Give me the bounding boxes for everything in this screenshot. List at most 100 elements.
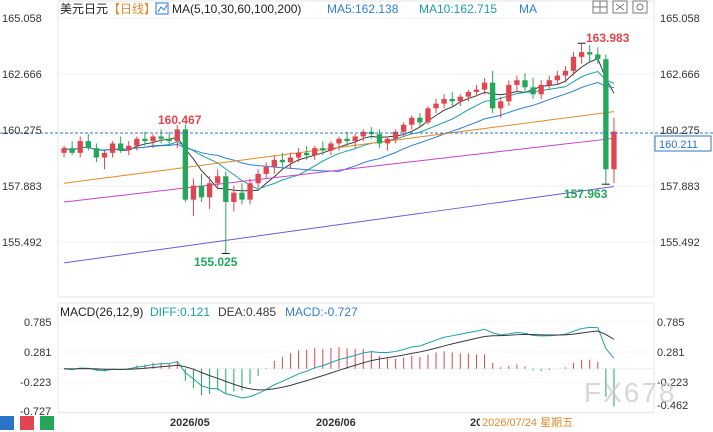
candle-body bbox=[134, 138, 140, 146]
candle-body bbox=[61, 148, 67, 153]
macd-panel[interactable] bbox=[57, 302, 655, 414]
candle-body bbox=[271, 159, 277, 167]
candle-body bbox=[295, 152, 302, 158]
ma200-line bbox=[63, 185, 615, 264]
low-annotation: 155.025 bbox=[194, 255, 238, 269]
candlesticks bbox=[61, 42, 617, 255]
recent-low-annotation: 157.963 bbox=[564, 187, 608, 201]
candle-body bbox=[449, 98, 455, 102]
price-axis-right: 165.058 162.666 160.275 157.883 155.492 bbox=[660, 13, 700, 249]
macd-tick-left: 0.785 bbox=[24, 317, 52, 329]
logo-icon bbox=[0, 416, 54, 430]
price-tick-right: 162.666 bbox=[660, 69, 700, 81]
candle-body bbox=[538, 84, 544, 95]
price-tick-right: 165.058 bbox=[660, 13, 700, 25]
candle-body bbox=[384, 138, 391, 144]
candle-body bbox=[190, 185, 197, 200]
candle-body bbox=[279, 159, 286, 163]
candle-body bbox=[481, 82, 488, 90]
candle-body bbox=[530, 87, 536, 95]
price-tick-right: 157.883 bbox=[660, 181, 700, 193]
ma5-value: MA5:162.138 bbox=[327, 2, 399, 16]
candle-body bbox=[562, 70, 569, 76]
candle-body bbox=[85, 141, 91, 149]
candle-body bbox=[77, 141, 83, 153]
candle-body bbox=[247, 183, 253, 200]
candle-body bbox=[409, 117, 415, 125]
ma10-line bbox=[63, 71, 615, 190]
candle-body bbox=[595, 54, 601, 60]
price-tick-left: 165.058 bbox=[2, 13, 42, 25]
candle-body bbox=[570, 56, 577, 71]
candle-body bbox=[126, 145, 132, 151]
candle-body bbox=[554, 75, 561, 81]
candle-body bbox=[287, 157, 294, 163]
date-label: 2026/06 bbox=[316, 417, 356, 429]
settings-icon[interactable] bbox=[632, 0, 648, 14]
candle-body bbox=[312, 148, 318, 156]
date-label: 2026/05 bbox=[170, 417, 210, 429]
price-tick-left: 157.883 bbox=[2, 181, 42, 193]
candle-body bbox=[206, 183, 213, 198]
macd-tick-left: -0.727 bbox=[20, 406, 51, 418]
candle-body bbox=[198, 185, 205, 198]
candle-body bbox=[457, 96, 463, 102]
date-label: 20 bbox=[470, 417, 482, 429]
ma-settings-label[interactable]: MA(5,10,30,60,100,200) bbox=[172, 2, 301, 16]
macd-tick-right: 0.785 bbox=[657, 317, 685, 329]
candle-body bbox=[611, 131, 617, 170]
macd-header: MACD(26,12,9) DIFF:0.121 DEA:0.485 MACD:… bbox=[60, 305, 358, 319]
candle-body bbox=[401, 124, 407, 132]
candle-body bbox=[150, 136, 156, 142]
price-tick-left: 160.275 bbox=[2, 125, 42, 137]
macd-axis-right: 0.785 0.281 -0.223 -0.462 bbox=[657, 317, 688, 412]
candle-body bbox=[473, 89, 480, 92]
grid-lines bbox=[58, 17, 654, 243]
candle-body bbox=[93, 148, 100, 158]
price-annotations: 163.983 160.467 155.025 157.963 bbox=[158, 31, 630, 269]
high-annotation: 163.983 bbox=[586, 31, 630, 45]
price-panel[interactable] bbox=[57, 0, 655, 298]
candle-body bbox=[489, 82, 496, 109]
candle-body bbox=[417, 117, 423, 123]
macd-tick-right: -0.223 bbox=[657, 377, 688, 389]
candle-body bbox=[223, 176, 229, 203]
ma30-line bbox=[63, 82, 615, 172]
current-price-tag bbox=[654, 135, 712, 152]
chart-type-icon[interactable] bbox=[155, 2, 169, 15]
grid-icon[interactable] bbox=[592, 0, 608, 14]
candle-body bbox=[117, 143, 124, 151]
macd-dea-line bbox=[64, 330, 615, 391]
ma-more-value: MA bbox=[519, 2, 537, 16]
candle-body bbox=[303, 152, 310, 156]
candle-body bbox=[522, 80, 528, 88]
price-tick-right: 155.492 bbox=[660, 237, 700, 249]
macd-value: MACD:-0.727 bbox=[285, 305, 358, 319]
candle-body bbox=[465, 91, 472, 97]
crosshair-date: 2026/07/24 星期五 bbox=[482, 416, 573, 429]
candle-body bbox=[174, 129, 180, 142]
candle-body bbox=[425, 108, 431, 123]
watermark: FX678 bbox=[584, 377, 677, 408]
candle-body bbox=[514, 80, 520, 85]
candle-body bbox=[441, 98, 447, 104]
macd-dea: DEA:0.485 bbox=[218, 305, 276, 319]
candle-body bbox=[109, 143, 116, 153]
candle-body bbox=[320, 148, 326, 151]
candle-body bbox=[344, 138, 350, 142]
candle-body bbox=[587, 52, 593, 55]
close-icon[interactable] bbox=[612, 0, 628, 14]
candle-body bbox=[101, 152, 108, 158]
candle-body bbox=[360, 131, 366, 137]
ma100-line bbox=[63, 137, 615, 203]
chart-header: 美元日元 【日线】 MA(5,10,30,60,100,200) MA5:162… bbox=[60, 2, 537, 16]
candle-body bbox=[392, 131, 399, 139]
current-price-value: 160.211 bbox=[659, 139, 698, 151]
candle-body bbox=[263, 166, 269, 174]
candle-body bbox=[433, 103, 439, 109]
period-label: 【日线】 bbox=[108, 2, 156, 16]
date-axis: 2026/05 2026/06 20 2026/07/24 星期五 bbox=[170, 414, 592, 430]
macd-tick-left: -0.223 bbox=[20, 377, 51, 389]
macd-tick-left: 0.281 bbox=[24, 347, 52, 359]
